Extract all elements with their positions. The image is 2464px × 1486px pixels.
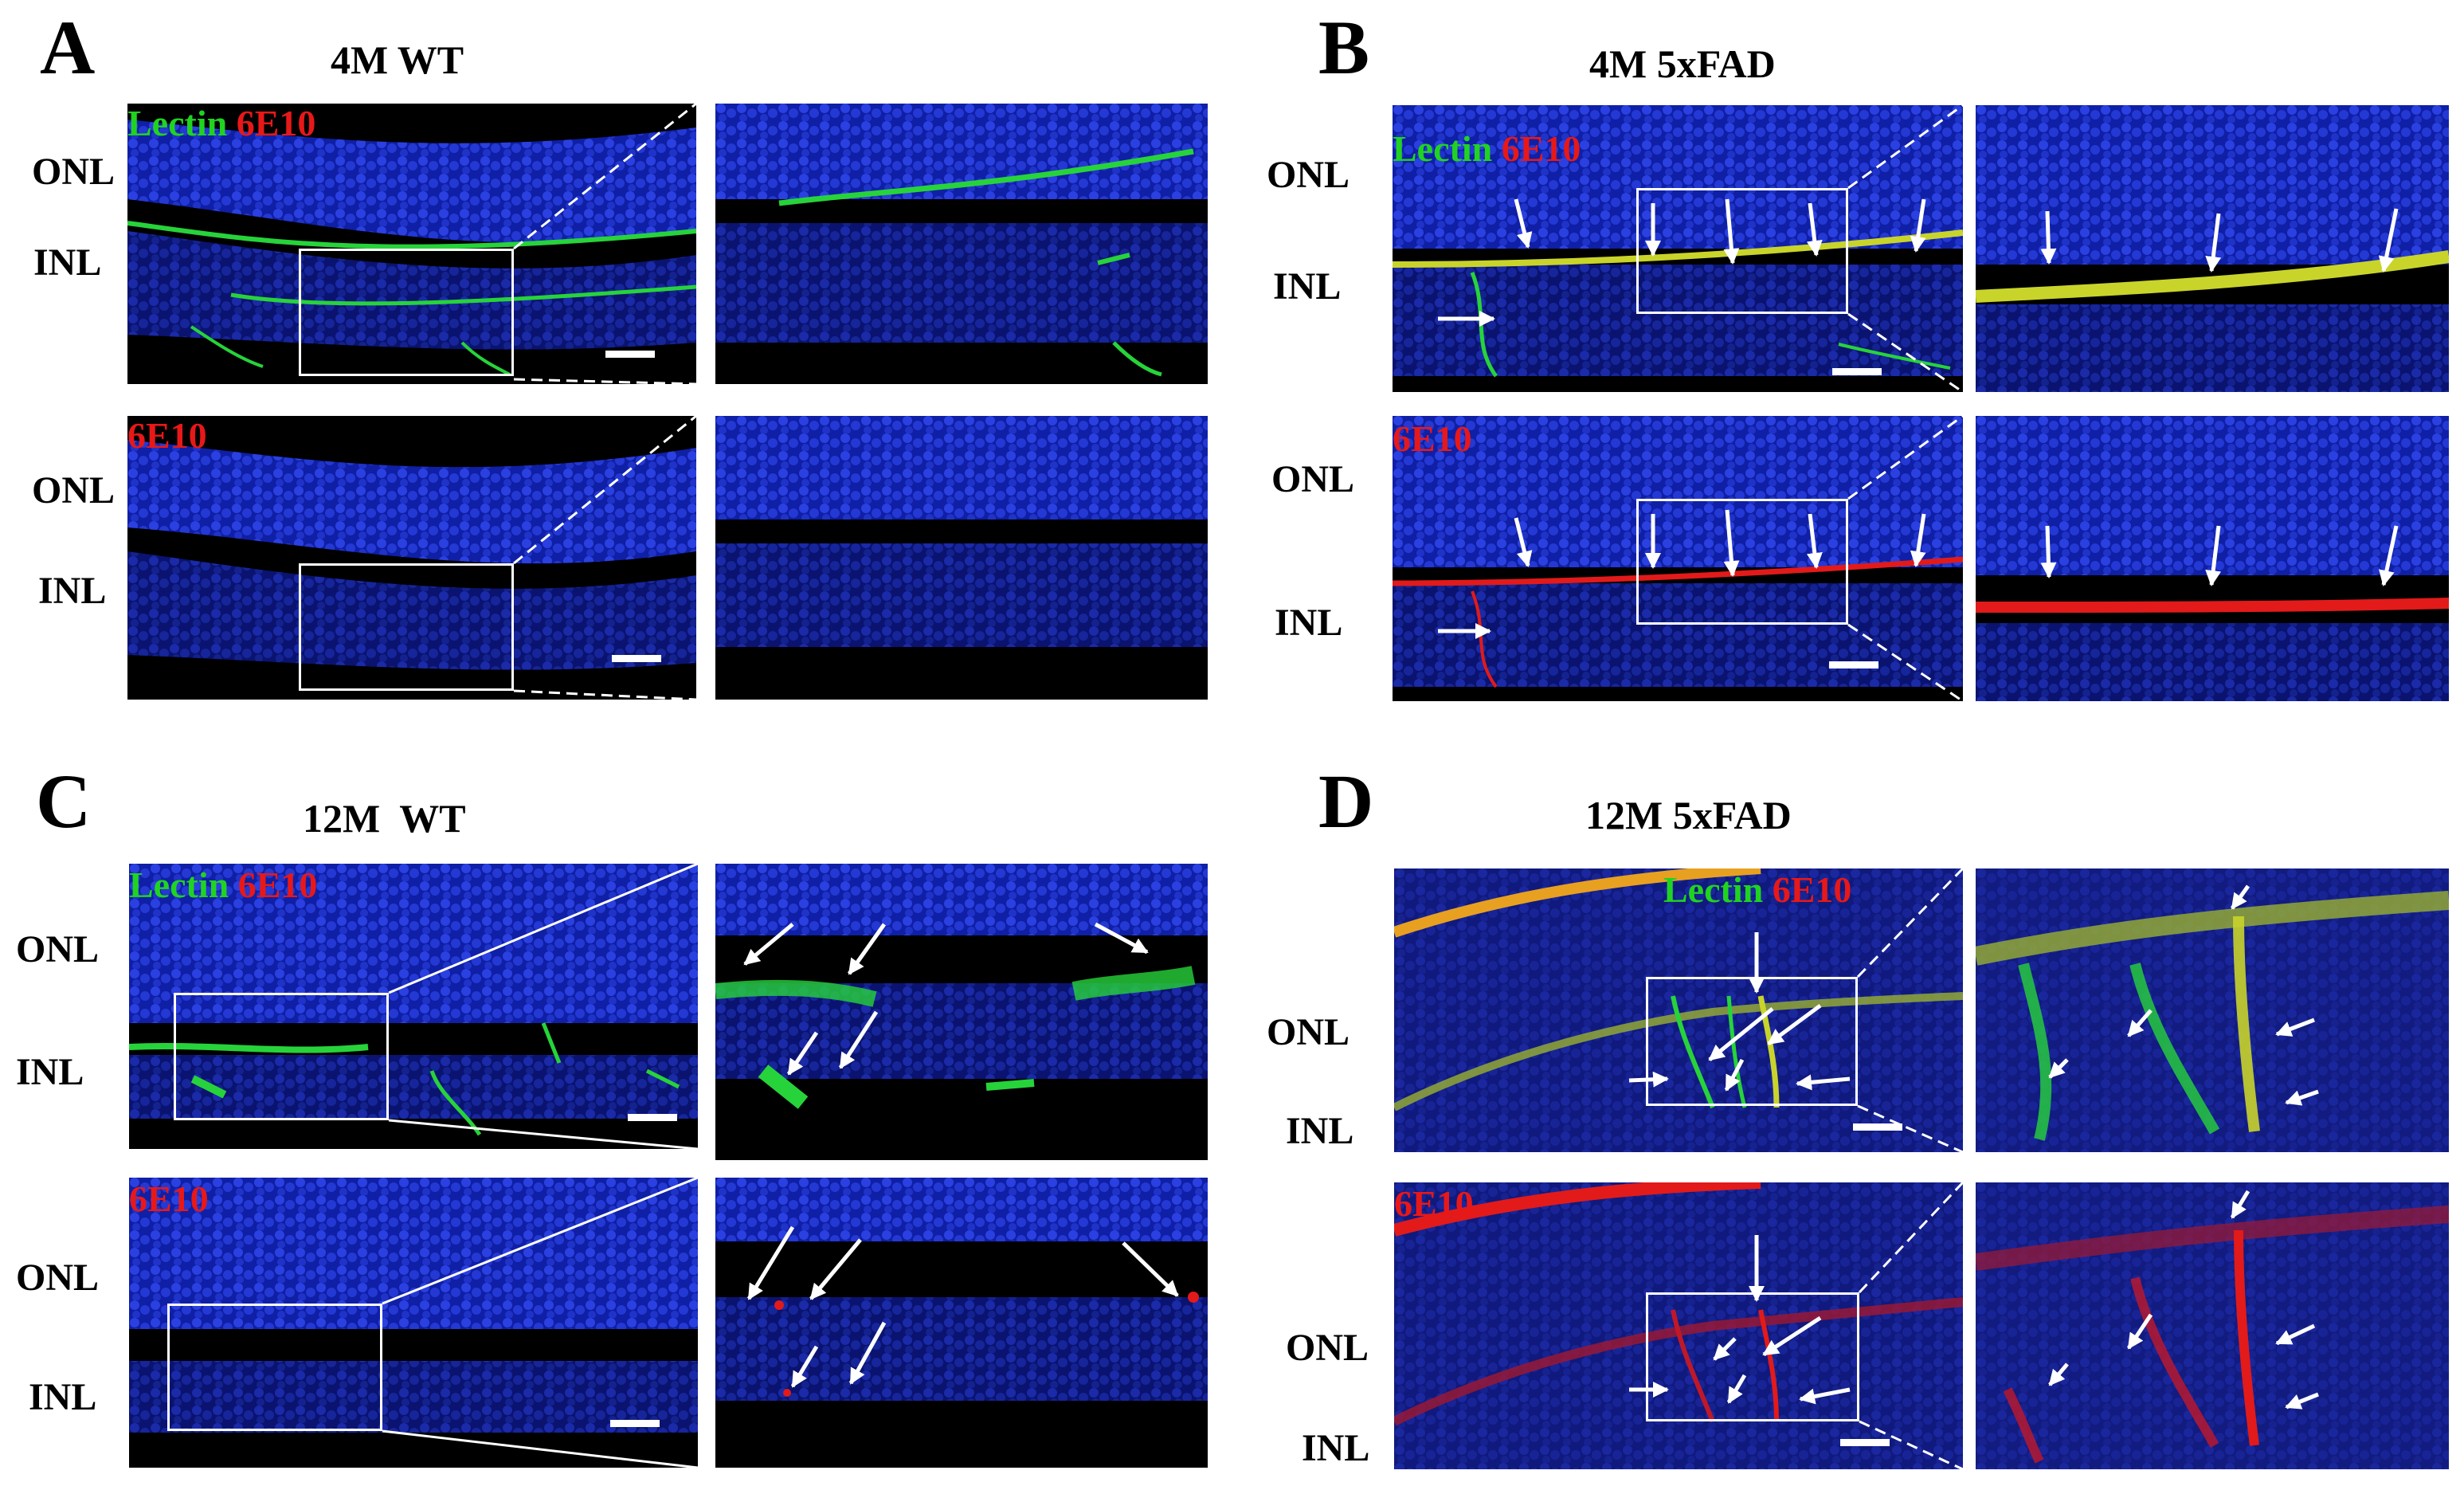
stain-6e10: 6E10 <box>127 416 207 456</box>
inset-box-a-bottom <box>299 563 514 691</box>
micrograph-c-6e10: 6E10 <box>129 1178 698 1468</box>
micrograph-a-6e10: 6E10 <box>127 416 696 700</box>
stain-lectin: Lectin <box>129 865 229 905</box>
panel-letter-b: B <box>1318 5 1370 90</box>
inset-box-c-bottom <box>167 1304 382 1431</box>
stain-label-d-bottom: 6E10 <box>1394 1186 1474 1222</box>
scale-bar <box>1829 661 1878 669</box>
micrograph-a-merged: Lectin 6E10 <box>127 104 696 384</box>
panel-title-d: 12M 5xFAD <box>1585 793 1792 837</box>
micrograph-b-merged: Lectin 6E10 <box>1393 105 1963 392</box>
inset-box-b-bottom <box>1636 499 1848 625</box>
zoom-a-6e10 <box>715 416 1208 700</box>
onl-label-d-top: ONL <box>1267 1011 1350 1053</box>
inset-box-d-bottom <box>1646 1292 1859 1421</box>
onl-label-c-bottom: ONL <box>16 1257 100 1299</box>
stain-6e10: 6E10 <box>1394 1183 1474 1224</box>
micrograph-d-merged: Lectin 6E10 <box>1394 868 1963 1152</box>
panel-letter-a: A <box>40 5 96 90</box>
panel-letter-d: D <box>1318 759 1374 844</box>
onl-label-d-bottom: ONL <box>1286 1327 1369 1369</box>
inset-box-c-top <box>174 993 389 1120</box>
onl-label-a-bottom: ONL <box>32 469 116 512</box>
scale-bar <box>628 1114 677 1121</box>
panel-letter-c: C <box>36 759 92 844</box>
stain-6e10: 6E10 <box>1772 869 1852 910</box>
stain-6e10: 6E10 <box>236 104 316 143</box>
stain-lectin: Lectin <box>1393 128 1493 169</box>
zoom-b-merged <box>1976 105 2449 392</box>
stain-lectin: Lectin <box>127 104 228 143</box>
scale-bar <box>1840 1439 1890 1446</box>
inl-label-c-bottom: INL <box>29 1376 97 1418</box>
inl-label-a-bottom: INL <box>38 570 107 612</box>
scale-bar <box>612 655 661 662</box>
zoom-d-merged <box>1976 868 2449 1152</box>
micrograph-d-6e10: 6E10 <box>1394 1182 1963 1469</box>
stain-label-d-top: Lectin 6E10 <box>1663 872 1851 908</box>
stain-6e10: 6E10 <box>1393 418 1472 459</box>
stain-6e10: 6E10 <box>129 1178 209 1219</box>
inl-label-b-bottom: INL <box>1275 602 1343 644</box>
zoom-b-6e10 <box>1976 416 2449 701</box>
stain-label-a-bottom: 6E10 <box>127 418 207 454</box>
inset-box-b-top <box>1636 188 1848 314</box>
stain-lectin: Lectin <box>1663 869 1764 910</box>
scale-bar <box>1832 368 1882 375</box>
onl-label-a-top: ONL <box>32 151 116 193</box>
inl-label-d-top: INL <box>1286 1110 1354 1152</box>
onl-label-c-top: ONL <box>16 928 100 970</box>
inset-box-d-top <box>1646 977 1858 1106</box>
scale-bar <box>605 351 655 358</box>
zoom-d-6e10 <box>1976 1182 2449 1469</box>
panel-title-a: 4M WT <box>331 37 464 82</box>
stain-label-b-top: Lectin 6E10 <box>1393 131 1581 167</box>
inl-label-c-top: INL <box>16 1051 84 1093</box>
zoom-a-merged <box>715 104 1208 384</box>
inl-label-d-bottom: INL <box>1302 1427 1370 1469</box>
zoom-c-6e10 <box>715 1178 1208 1468</box>
zoom-c-merged <box>715 864 1208 1160</box>
inset-box-a-top <box>299 249 514 376</box>
onl-label-b-bottom: ONL <box>1271 458 1355 500</box>
scale-bar <box>1853 1123 1902 1131</box>
inl-label-a-top: INL <box>33 241 102 284</box>
stain-label-c-bottom: 6E10 <box>129 1181 209 1217</box>
stain-label-a-top: Lectin 6E10 <box>127 105 315 142</box>
scale-bar <box>610 1420 660 1427</box>
micrograph-b-6e10: 6E10 <box>1393 416 1963 701</box>
stain-label-c-top: Lectin 6E10 <box>129 867 317 904</box>
stain-6e10: 6E10 <box>237 865 318 905</box>
panel-title-b: 4M 5xFAD <box>1589 41 1776 86</box>
stain-label-b-bottom: 6E10 <box>1393 421 1472 457</box>
micrograph-c-merged: Lectin 6E10 <box>129 864 698 1149</box>
onl-label-b-top: ONL <box>1267 154 1350 196</box>
inl-label-b-top: INL <box>1273 265 1342 308</box>
panel-title-c: 12M WT <box>303 796 466 841</box>
stain-6e10: 6E10 <box>1501 128 1581 169</box>
